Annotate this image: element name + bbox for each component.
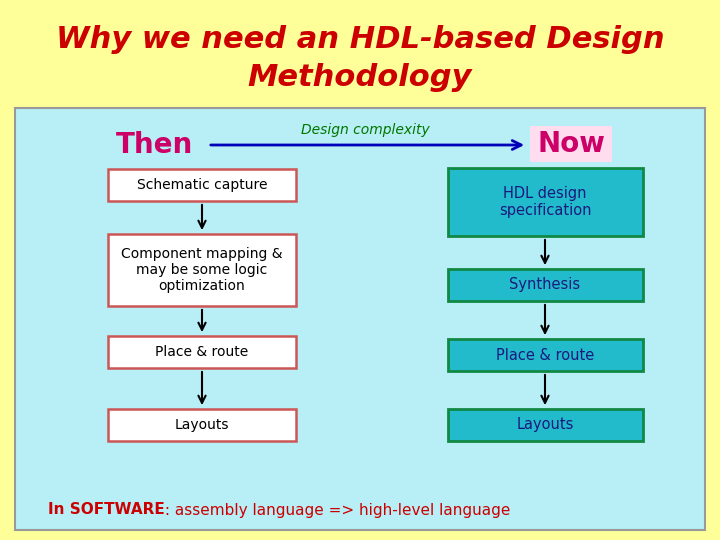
- Text: Then: Then: [117, 131, 194, 159]
- FancyBboxPatch shape: [108, 169, 296, 201]
- FancyBboxPatch shape: [108, 409, 296, 441]
- Text: Place & route: Place & route: [156, 345, 248, 359]
- FancyBboxPatch shape: [108, 234, 296, 306]
- Text: Methodology: Methodology: [248, 64, 472, 92]
- Text: Layouts: Layouts: [516, 417, 574, 433]
- Text: In SOFTWARE: In SOFTWARE: [48, 503, 165, 517]
- Text: Place & route: Place & route: [496, 348, 594, 362]
- FancyBboxPatch shape: [448, 269, 642, 301]
- FancyBboxPatch shape: [15, 108, 705, 530]
- Text: HDL design
specification: HDL design specification: [499, 186, 591, 218]
- FancyBboxPatch shape: [108, 336, 296, 368]
- Text: Design complexity: Design complexity: [301, 123, 429, 137]
- FancyBboxPatch shape: [448, 168, 642, 236]
- Text: Component mapping &
may be some logic
optimization: Component mapping & may be some logic op…: [121, 247, 283, 293]
- Text: Now: Now: [537, 130, 605, 158]
- Text: : assembly language => high-level language: : assembly language => high-level langua…: [160, 503, 510, 517]
- FancyBboxPatch shape: [530, 126, 612, 162]
- Text: Schematic capture: Schematic capture: [137, 178, 267, 192]
- Text: Why we need an HDL-based Design: Why we need an HDL-based Design: [55, 25, 665, 55]
- Text: Layouts: Layouts: [175, 418, 229, 432]
- Text: Synthesis: Synthesis: [510, 278, 580, 293]
- FancyBboxPatch shape: [448, 409, 642, 441]
- Bar: [0, 0, 720, 105]
- FancyBboxPatch shape: [448, 339, 642, 371]
